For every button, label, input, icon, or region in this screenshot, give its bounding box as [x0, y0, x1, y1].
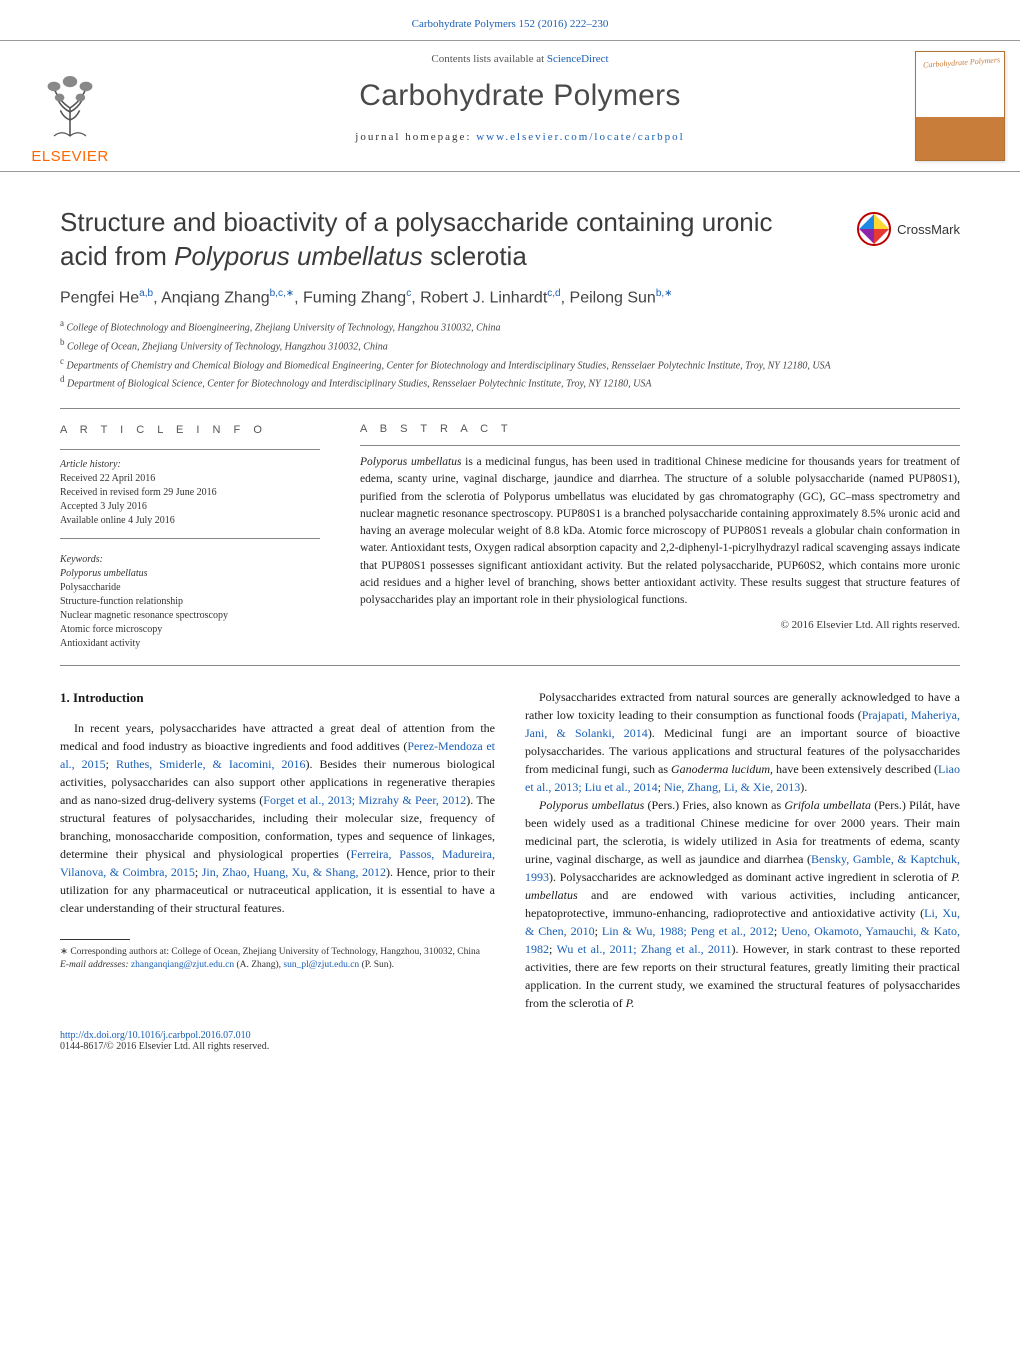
email-note: E-mail addresses: zhanganqiang@zjut.edu.…	[60, 959, 495, 972]
contents-pre: Contents lists available at	[431, 53, 546, 65]
kw-4: Nuclear magnetic resonance spectroscopy	[60, 609, 320, 623]
elsevier-tree-icon	[30, 64, 110, 144]
history-accepted: Accepted 3 July 2016	[60, 501, 147, 512]
abstract-body: Polyporus umbellatus is a medicinal fung…	[360, 454, 960, 609]
kw-6: Antioxidant activity	[60, 637, 320, 651]
sciencedirect-link[interactable]: ScienceDirect	[547, 53, 609, 65]
author-5: Peilong Sun	[570, 289, 656, 306]
article-title: Structure and bioactivity of a polysacch…	[60, 206, 960, 274]
homepage-link[interactable]: www.elsevier.com/locate/carbpol	[476, 131, 685, 143]
crossmark-icon	[857, 212, 891, 246]
abstract-main: is a medicinal fungus, has been used in …	[360, 456, 960, 606]
email-link-1[interactable]: zhanganqiang@zjut.edu.cn	[131, 960, 234, 970]
author-2: Anqiang Zhang	[161, 289, 270, 306]
history-online: Available online 4 July 2016	[60, 515, 175, 526]
homepage-line: journal homepage: www.elsevier.com/locat…	[140, 131, 900, 143]
author-1: Pengfei He	[60, 289, 139, 306]
ref-link[interactable]: Nie, Zhang, Li, & Xie, 2013	[664, 780, 800, 794]
title-post: sclerotia	[423, 241, 527, 271]
authors: Pengfei Hea,b, Anqiang Zhangb,c,∗, Fumin…	[0, 274, 1020, 307]
citation-bar: Carbohydrate Polymers 152 (2016) 222–230	[0, 0, 1020, 40]
author-1-affil: a,b	[139, 288, 153, 299]
affiliations: a College of Biotechnology and Bioengine…	[0, 307, 1020, 392]
kw-2: Polysaccharide	[60, 581, 320, 595]
cover-thumb-block: Carbohydrate Polymers	[900, 41, 1020, 171]
kw-1: Polyporus umbellatus	[60, 567, 320, 581]
ref-link[interactable]: Ruthes, Smiderle, & Iacomini, 2016	[116, 757, 306, 771]
affil-c: c Departments of Chemistry and Chemical …	[60, 355, 960, 374]
article-info: A R T I C L E I N F O Article history: R…	[60, 409, 320, 650]
ref-link[interactable]: Forget et al., 2013; Mizrahy & Peer, 201…	[263, 793, 466, 807]
author-2-affil: b,c,	[270, 288, 286, 299]
history-received: Received 22 April 2016	[60, 473, 155, 484]
affil-b: b College of Ocean, Zhejiang University …	[60, 336, 960, 355]
col2-p1: Polysaccharides extracted from natural s…	[525, 688, 960, 796]
publisher-logo-block: ELSEVIER	[0, 41, 140, 171]
author-5-affil: b,	[656, 288, 664, 299]
footnotes: ∗ Corresponding authors at: College of O…	[60, 946, 495, 973]
keywords-head: Keywords:	[60, 553, 320, 567]
meta-row: A R T I C L E I N F O Article history: R…	[0, 409, 1020, 650]
author-4: Robert J. Linhardt	[420, 289, 547, 306]
col2-p2: Polyporus umbellatus (Pers.) Fries, also…	[525, 796, 960, 1012]
masthead-center: Contents lists available at ScienceDirec…	[140, 41, 900, 171]
author-3-affil: c	[406, 288, 411, 299]
doi-link[interactable]: http://dx.doi.org/10.1016/j.carbpol.2016…	[60, 1030, 251, 1041]
intro-p1: In recent years, polysaccharides have at…	[60, 719, 495, 917]
footnote-rule	[60, 939, 130, 940]
crossmark-badge[interactable]: CrossMark	[857, 212, 960, 246]
affil-a: a College of Biotechnology and Bioengine…	[60, 317, 960, 336]
masthead: ELSEVIER Contents lists available at Sci…	[0, 40, 1020, 172]
abstract-block: A B S T R A C T Polyporus umbellatus is …	[360, 409, 960, 650]
ref-link[interactable]: Lin & Wu, 1988; Peng et al., 2012	[602, 924, 774, 938]
citation-link[interactable]: Carbohydrate Polymers 152 (2016) 222–230	[412, 18, 609, 30]
intro-heading: 1. Introduction	[60, 688, 495, 708]
ref-link[interactable]: Wu et al., 2011; Zhang et al., 2011	[556, 942, 731, 956]
affil-d: d Department of Biological Science, Cent…	[60, 373, 960, 392]
kw-3: Structure-function relationship	[60, 595, 320, 609]
elsevier-wordmark: ELSEVIER	[31, 148, 108, 165]
author-5-corr: ∗	[664, 288, 672, 299]
history-revised: Received in revised form 29 June 2016	[60, 487, 217, 498]
title-block: Structure and bioactivity of a polysacch…	[0, 172, 1020, 274]
column-right: Polysaccharides extracted from natural s…	[525, 688, 960, 1012]
cover-label: Carbohydrate Polymers	[923, 55, 1001, 69]
article-info-heading: A R T I C L E I N F O	[60, 423, 320, 438]
issn-line: 0144-8617/© 2016 Elsevier Ltd. All right…	[60, 1041, 269, 1052]
ref-link[interactable]: Jin, Zhao, Huang, Xu, & Shang, 2012	[202, 865, 386, 879]
author-2-corr: ∗	[286, 288, 294, 299]
abstract-heading: A B S T R A C T	[360, 423, 960, 435]
title-italic: Polyporus umbellatus	[174, 241, 423, 271]
abstract-lead-italic: Polyporus umbellatus	[360, 456, 461, 468]
contents-line: Contents lists available at ScienceDirec…	[140, 53, 900, 65]
abstract-copyright: © 2016 Elsevier Ltd. All rights reserved…	[360, 619, 960, 631]
column-left: 1. Introduction In recent years, polysac…	[60, 688, 495, 1012]
kw-5: Atomic force microscopy	[60, 623, 320, 637]
journal-cover-icon: Carbohydrate Polymers	[915, 51, 1005, 161]
footer: http://dx.doi.org/10.1016/j.carbpol.2016…	[0, 1012, 1020, 1082]
crossmark-label: CrossMark	[897, 222, 960, 237]
history-head: Article history:	[60, 459, 121, 470]
email-link-2[interactable]: sun_pl@zjut.edu.cn	[283, 960, 359, 970]
journal-name: Carbohydrate Polymers	[140, 79, 900, 113]
homepage-pre: journal homepage:	[355, 131, 476, 143]
author-4-affil: c,d	[547, 288, 560, 299]
corr-note: ∗ Corresponding authors at: College of O…	[60, 946, 495, 959]
body-columns: 1. Introduction In recent years, polysac…	[0, 666, 1020, 1012]
author-3: Fuming Zhang	[303, 289, 406, 306]
